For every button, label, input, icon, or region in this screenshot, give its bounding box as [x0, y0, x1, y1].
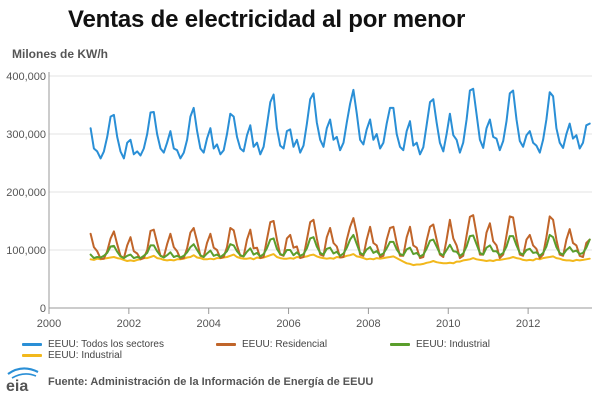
x-tick-label: 2004	[196, 318, 220, 330]
legend-swatch-total	[22, 342, 42, 346]
series-line-0	[89, 87, 591, 160]
legend-swatch-industrial-yellow	[22, 353, 42, 357]
legend-item-industrial-green: EEUU: Industrial	[390, 339, 490, 350]
y-axis-unit-label: Milones de KW/h	[12, 47, 108, 61]
eia-logo-text: eia	[6, 378, 28, 395]
x-tick-label: 2002	[117, 318, 141, 330]
y-tick-label: 100,000	[6, 245, 46, 257]
legend-label-industrial-green: EEUU: Industrial	[416, 339, 490, 350]
legend-swatch-industrial-green	[390, 342, 410, 346]
series-line-1	[89, 214, 591, 261]
legend-item-total: EEUU: Todos los sectores	[22, 339, 164, 350]
series-line-2	[89, 233, 591, 260]
legend-label-total: EEUU: Todos los sectores	[48, 339, 164, 350]
source-note: Fuente: Administración de la Información…	[48, 376, 374, 388]
y-tick-label: 400,000	[6, 71, 46, 83]
x-tick-label: 2000	[37, 318, 61, 330]
legend-swatch-residential	[216, 342, 236, 346]
legend-label-residential: EEUU: Residencial	[242, 339, 328, 350]
x-tick-label: 2010	[436, 318, 460, 330]
legend-item-residential: EEUU: Residencial	[216, 339, 327, 350]
y-tick-label: 300,000	[6, 129, 46, 141]
eia-logo: eia	[6, 367, 39, 395]
x-tick-label: 2008	[356, 318, 380, 330]
x-tick-label: 2012	[516, 318, 540, 330]
chart-title: Ventas de electricidad al por menor	[68, 6, 466, 33]
legend-label-industrial-yellow: EEUU: Industrial	[48, 350, 122, 361]
x-tick-label: 2006	[276, 318, 300, 330]
legend-item-industrial-yellow: EEUU: Industrial	[22, 350, 122, 361]
y-tick-label: 200,000	[6, 187, 46, 199]
y-tick-label: 0	[40, 303, 46, 315]
